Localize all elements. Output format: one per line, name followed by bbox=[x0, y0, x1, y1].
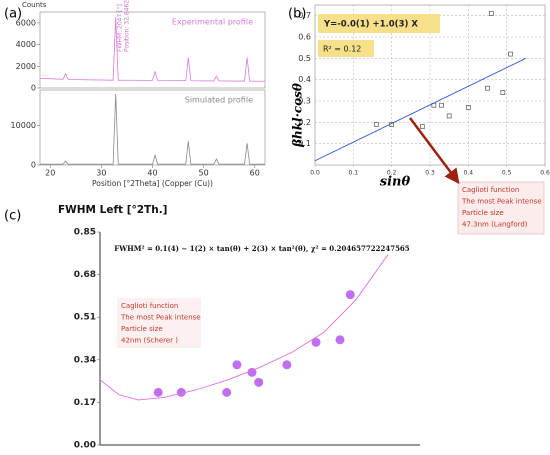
y-tick-label: 0.1 bbox=[298, 139, 311, 148]
annotation: Y=-0.0(1) +1.0(3) X bbox=[323, 20, 418, 30]
point bbox=[419, 124, 425, 129]
annotation: R² = 0.12 bbox=[323, 45, 361, 54]
x-axis-label: Position [°2Theta] (Copper (Cu)) bbox=[92, 179, 213, 188]
point bbox=[247, 367, 257, 377]
legend-label: Simulated profile bbox=[185, 96, 253, 105]
annotation-box bbox=[318, 14, 440, 33]
note-box bbox=[457, 181, 545, 235]
x-tick-label: 0.0 bbox=[310, 170, 320, 177]
point bbox=[446, 113, 452, 119]
point bbox=[254, 377, 264, 387]
legend-label: Experimental profile bbox=[172, 18, 253, 27]
x-tick-label: 0.5 bbox=[502, 170, 512, 177]
note-line: Particle size bbox=[462, 209, 504, 217]
series-line bbox=[314, 57, 527, 162]
chart-title: FWHM Left [°2Th.] bbox=[58, 204, 167, 216]
series-line bbox=[99, 254, 389, 401]
note-line: Particle size bbox=[121, 325, 163, 333]
y-tick-label: 0 bbox=[31, 161, 36, 170]
y-tick-label: 6000 bbox=[16, 18, 36, 27]
y-tick-label: 0 bbox=[31, 84, 36, 93]
point bbox=[153, 387, 163, 397]
point bbox=[488, 11, 494, 16]
point bbox=[176, 387, 186, 397]
arrow bbox=[409, 117, 460, 184]
y-tick-label: 0.34 bbox=[74, 355, 96, 365]
y-tick-label: 0.51 bbox=[74, 313, 96, 323]
x-tick-label: 0.6 bbox=[540, 170, 550, 177]
x-tick-label: 20 bbox=[45, 169, 55, 178]
y-tick-label: 4000 bbox=[16, 40, 36, 49]
note-line: Caglioti function bbox=[121, 302, 178, 310]
point bbox=[222, 387, 232, 397]
y-tick-label: 0.68 bbox=[74, 270, 96, 280]
point bbox=[345, 290, 355, 300]
y-tick-label: 0.85 bbox=[74, 228, 96, 238]
annotation: Position: 32.8462 bbox=[123, 0, 130, 52]
point bbox=[508, 51, 513, 57]
panel-label: (a) bbox=[4, 7, 22, 22]
x-axis-label: sinθ bbox=[380, 175, 411, 190]
annotation: FWHM² = 0.1(4) − 1(2) × tan(θ) + 2(3) × … bbox=[114, 244, 410, 253]
note-line: 42nm (Scherer ) bbox=[121, 337, 178, 345]
x-tick-label: 0.1 bbox=[349, 170, 359, 177]
y-tick-label: 0.5 bbox=[298, 54, 311, 63]
x-tick-label: 0.4 bbox=[464, 170, 474, 177]
y-tick-label: 0.00 bbox=[74, 441, 96, 451]
point bbox=[311, 337, 321, 347]
y-axis-label: Counts bbox=[22, 1, 47, 9]
series-line bbox=[40, 93, 265, 165]
y-tick-label: 2000 bbox=[16, 62, 36, 71]
panel-label: (b) bbox=[288, 7, 306, 22]
y-tick-label: 0.4 bbox=[298, 75, 311, 84]
x-tick-label: 0.3 bbox=[425, 170, 435, 177]
x-tick-label: 0.2 bbox=[387, 170, 397, 177]
y-tick-label: 0.17 bbox=[74, 398, 96, 408]
note-box bbox=[117, 298, 201, 348]
y-tick-label: 0.2 bbox=[298, 118, 311, 127]
y-tick-label: 0.7 bbox=[298, 11, 311, 20]
point bbox=[500, 90, 506, 95]
x-tick-label: 40 bbox=[147, 169, 157, 178]
point bbox=[232, 360, 242, 370]
point bbox=[282, 360, 292, 370]
plot-area bbox=[39, 11, 266, 89]
note-line: 47.3nm (Langford) bbox=[462, 221, 528, 229]
point bbox=[335, 335, 345, 345]
panel-label: (c) bbox=[4, 209, 21, 224]
y-tick-label: 0.6 bbox=[298, 33, 311, 42]
x-tick-label: 30 bbox=[96, 169, 106, 178]
series-line bbox=[39, 17, 266, 82]
note-line: The most Peak intense bbox=[461, 198, 542, 206]
note-line: The most Peak intense bbox=[120, 314, 201, 322]
point bbox=[373, 122, 379, 127]
y-axis-label: βhkl·cosθ bbox=[291, 83, 305, 148]
x-tick-label: 50 bbox=[199, 169, 209, 178]
y-tick-label: 0.3 bbox=[298, 97, 311, 106]
x-tick-label: 60 bbox=[250, 169, 260, 178]
note-line: Caglioti function bbox=[462, 186, 519, 194]
annotation: FWHM: 2047 [°] bbox=[116, 4, 123, 52]
annotation-box bbox=[318, 40, 374, 57]
y-tick-label: 10000 bbox=[11, 121, 36, 130]
point bbox=[439, 102, 444, 108]
point bbox=[485, 85, 490, 91]
point bbox=[465, 105, 471, 110]
